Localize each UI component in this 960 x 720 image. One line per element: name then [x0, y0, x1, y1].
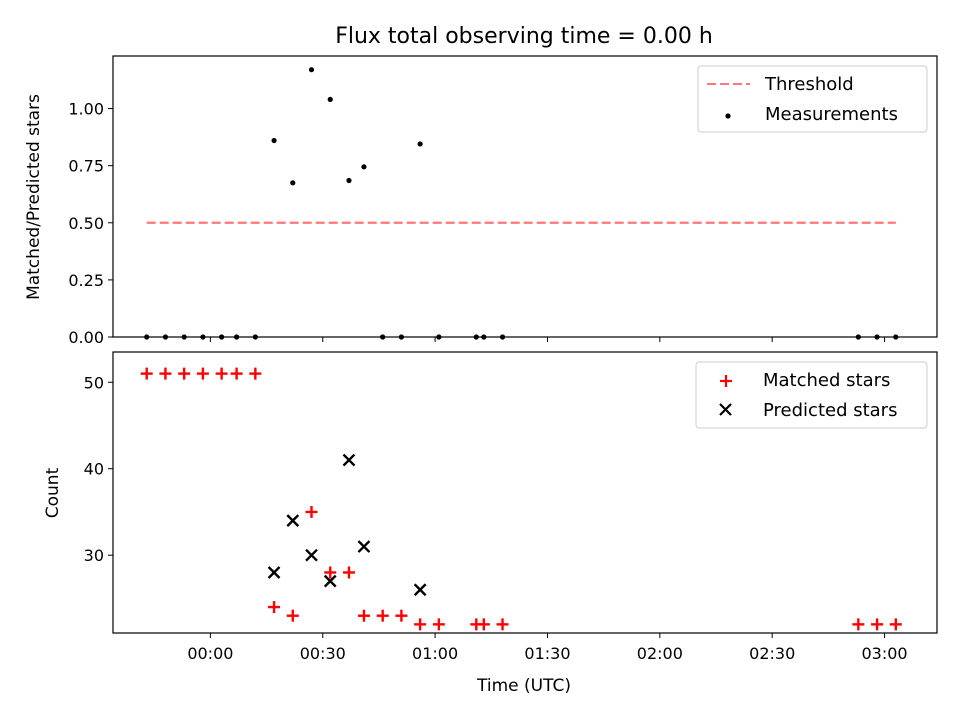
- y-tick-label: 50: [84, 373, 104, 392]
- x-tick-label: 03:00: [862, 644, 908, 663]
- matched-stars-point: [286, 609, 299, 622]
- predicted-legend-swatch: [719, 403, 732, 416]
- matched-stars-point: [159, 367, 172, 380]
- y-tick-label: 1.00: [68, 100, 104, 119]
- measurements-point: [417, 141, 423, 147]
- top-panel: 0.00 0.25 0.50 0.75 1.00 Matched/Predicted s…: [24, 55, 938, 347]
- top-legend-box: [697, 65, 928, 133]
- matched-stars-point: [268, 601, 281, 614]
- bottom-panel: 30 40 50 00:00 00:30 01:00 01:30 02:00 02:30 03:…: [43, 351, 938, 696]
- y-tick-label: 0.50: [68, 214, 104, 233]
- matched-legend-swatch: [720, 375, 732, 387]
- matched-stars-point: [852, 618, 865, 631]
- matched-stars-point: [305, 505, 318, 518]
- top-y-axis-label: Matched/Predicted stars: [24, 94, 44, 300]
- top-x-ticks: [209, 337, 886, 342]
- x-tick-label: 00:00: [187, 644, 233, 663]
- measurements-point: [308, 67, 315, 73]
- chart-title: Flux total observing time = 0.00 h: [335, 24, 713, 49]
- matched-stars-point: [496, 618, 509, 631]
- y-tick-label: 0.00: [68, 328, 104, 347]
- y-tick-label: 0.75: [68, 157, 104, 176]
- predicted-stars-point: [357, 540, 371, 553]
- matched-stars-point: [249, 367, 262, 380]
- x-tick-label: 01:30: [524, 644, 570, 663]
- predicted-stars-point: [323, 574, 337, 588]
- top-plot-area: [144, 67, 899, 340]
- matched-stars-point: [324, 566, 337, 579]
- y-tick-label: 0.25: [68, 271, 104, 290]
- measurements-point: [361, 164, 367, 170]
- bottom-x-ticks: 00:00 00:30 01:00 01:30 02:00 02:30 03:00: [187, 633, 908, 663]
- predicted-stars-point: [267, 566, 281, 579]
- matched-stars-point: [889, 618, 902, 631]
- matched-stars-point: [342, 566, 355, 579]
- x-axis-label: Time (UTC): [476, 676, 571, 696]
- predicted-stars-point: [286, 514, 300, 527]
- matched-stars-point: [140, 367, 153, 380]
- measurements-point: [327, 96, 333, 103]
- bottom-legend-box: [695, 361, 928, 429]
- matched-stars-point: [196, 367, 209, 380]
- measurements-point: [346, 177, 352, 184]
- y-tick-label: 40: [84, 460, 104, 479]
- top-axes-frame: [112, 55, 938, 338]
- measurements-legend-swatch: [725, 113, 731, 119]
- top-y-ticks: 0.00 0.25 0.50 0.75 1.00: [68, 100, 113, 347]
- matched-stars-point: [376, 609, 389, 622]
- bottom-y-axis-label: Count: [43, 467, 63, 518]
- predicted-stars-point: [413, 583, 427, 597]
- measurements-legend-label: Measurements: [765, 104, 898, 125]
- matched-stars-point: [432, 618, 445, 631]
- x-tick-label: 00:30: [300, 644, 346, 663]
- matched-stars-point: [477, 618, 490, 631]
- bottom-legend: Matched stars Predicted stars: [695, 361, 928, 429]
- top-legend: Threshold Measurements: [697, 65, 928, 133]
- matched-stars-point: [414, 618, 427, 631]
- measurements-point: [271, 137, 277, 144]
- matched-stars-point: [230, 367, 243, 380]
- matched-stars-point: [871, 618, 884, 631]
- x-tick-label: 02:30: [749, 644, 795, 663]
- y-tick-label: 30: [84, 546, 104, 565]
- predicted-stars-point: [342, 453, 356, 467]
- bottom-axes-frame: [112, 351, 938, 634]
- x-tick-label: 01:00: [412, 644, 458, 663]
- matched-stars-point: [357, 609, 370, 622]
- matched-stars-point: [215, 367, 228, 380]
- matched-legend-label: Matched stars: [763, 370, 890, 391]
- threshold-legend-label: Threshold: [764, 74, 854, 95]
- bottom-plot-area: [140, 367, 902, 631]
- matched-stars-point: [178, 367, 191, 380]
- predicted-legend-label: Predicted stars: [763, 400, 897, 421]
- bottom-y-ticks: 30 40 50: [84, 373, 113, 565]
- matched-stars-point: [395, 609, 408, 622]
- measurements-point: [290, 180, 296, 186]
- x-tick-label: 02:00: [637, 644, 683, 663]
- predicted-stars-point: [305, 548, 318, 562]
